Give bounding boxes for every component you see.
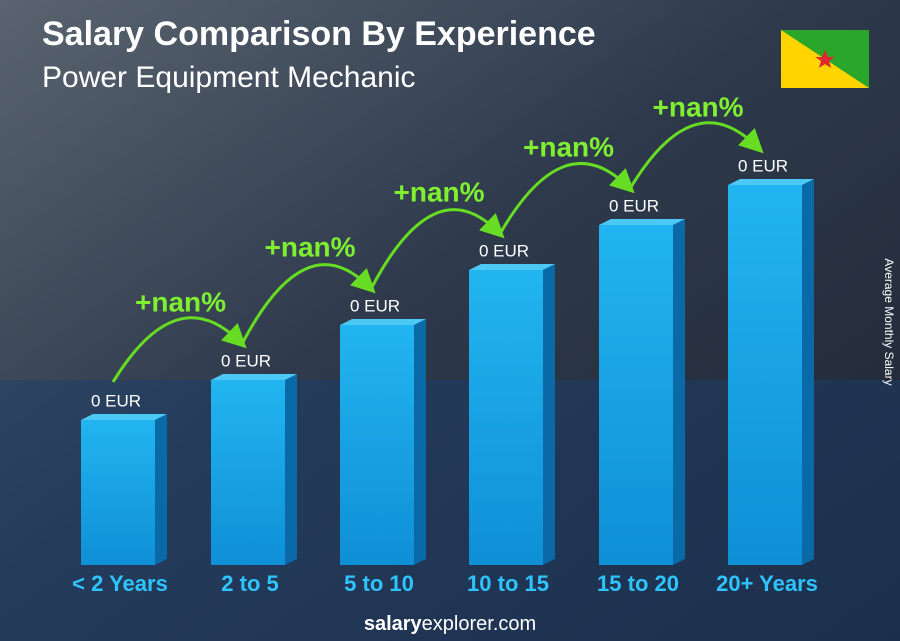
change-arrow [241, 263, 376, 343]
category-label: < 2 Years [72, 571, 168, 596]
value-label: 0 EUR [350, 296, 400, 315]
subtitle: Power Equipment Mechanic [42, 61, 416, 94]
change-label: +nan% [652, 91, 743, 122]
title: Salary Comparison By Experience [42, 15, 596, 53]
change-label: +nan% [264, 231, 355, 262]
value-label: 0 EUR [738, 156, 788, 175]
bar-front [340, 325, 414, 565]
value-label: 0 EUR [609, 196, 659, 215]
category-label: 20+ Years [716, 571, 818, 596]
bar-front [211, 380, 285, 565]
category-label: 2 to 5 [221, 571, 278, 596]
bar-side [414, 319, 426, 565]
bar-top [340, 319, 426, 325]
change-label: +nan% [135, 286, 226, 317]
bar-top [728, 179, 814, 185]
bar-top [81, 414, 167, 420]
change-label: +nan% [523, 131, 614, 162]
value-label: 0 EUR [479, 241, 529, 260]
change-arrow [370, 208, 505, 288]
bar-top [599, 219, 685, 225]
category-label: 5 to 10 [344, 571, 414, 596]
change-arrow [629, 121, 764, 188]
y-axis-label: Average Monthly Salary [882, 258, 896, 385]
bar-front [728, 185, 802, 565]
brand-bold: salary [364, 613, 423, 635]
footer: salaryexplorer.com [364, 613, 536, 635]
bar-front [81, 420, 155, 565]
bar-side [543, 264, 555, 565]
bar-side [673, 219, 685, 565]
change-arrow [111, 316, 247, 383]
category-label: 15 to 20 [597, 571, 679, 596]
bar-top [211, 374, 297, 380]
bar-top [469, 264, 555, 270]
bars: 0 EUR < 2 Years 0 EUR 2 to 5 0 EUR 5 to 10 0 E… [72, 91, 818, 595]
bar-side [285, 374, 297, 565]
brand-rest: explorer.com [422, 613, 537, 635]
bar-front [469, 270, 543, 565]
value-label: 0 EUR [91, 391, 141, 410]
flag [781, 30, 869, 88]
bar-front [599, 225, 673, 565]
category-label: 10 to 15 [467, 571, 549, 596]
bar-side [802, 179, 814, 565]
value-label: 0 EUR [221, 351, 271, 370]
change-label: +nan% [393, 176, 484, 207]
change-arrow [499, 161, 635, 233]
bar-side [155, 414, 167, 565]
